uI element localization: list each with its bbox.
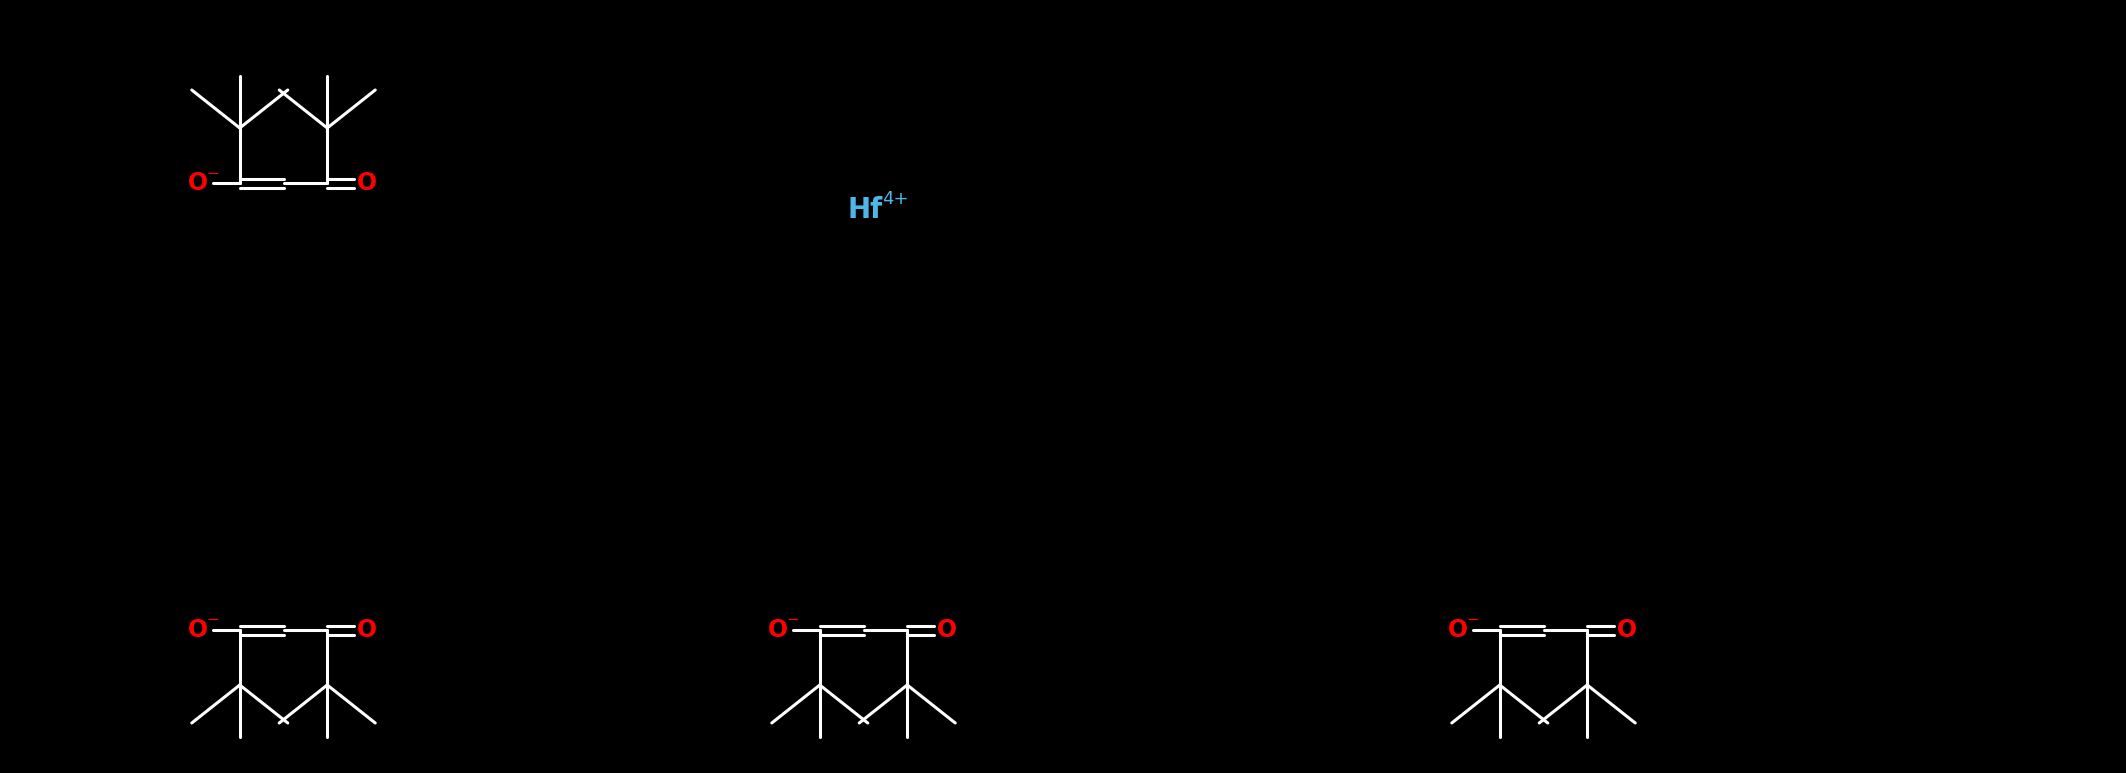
Text: O: O (1448, 618, 1469, 642)
Text: O: O (357, 171, 376, 195)
Text: O: O (1618, 618, 1637, 642)
Text: O: O (938, 618, 957, 642)
Text: O: O (187, 618, 208, 642)
Text: O: O (187, 171, 208, 195)
Text: Hf: Hf (848, 196, 882, 224)
Text: −: − (1467, 612, 1480, 628)
Text: −: − (206, 165, 219, 181)
Text: −: − (206, 612, 219, 628)
Text: O: O (767, 618, 789, 642)
Text: 4+: 4+ (882, 190, 908, 208)
Text: −: − (787, 612, 799, 628)
Text: O: O (357, 618, 376, 642)
